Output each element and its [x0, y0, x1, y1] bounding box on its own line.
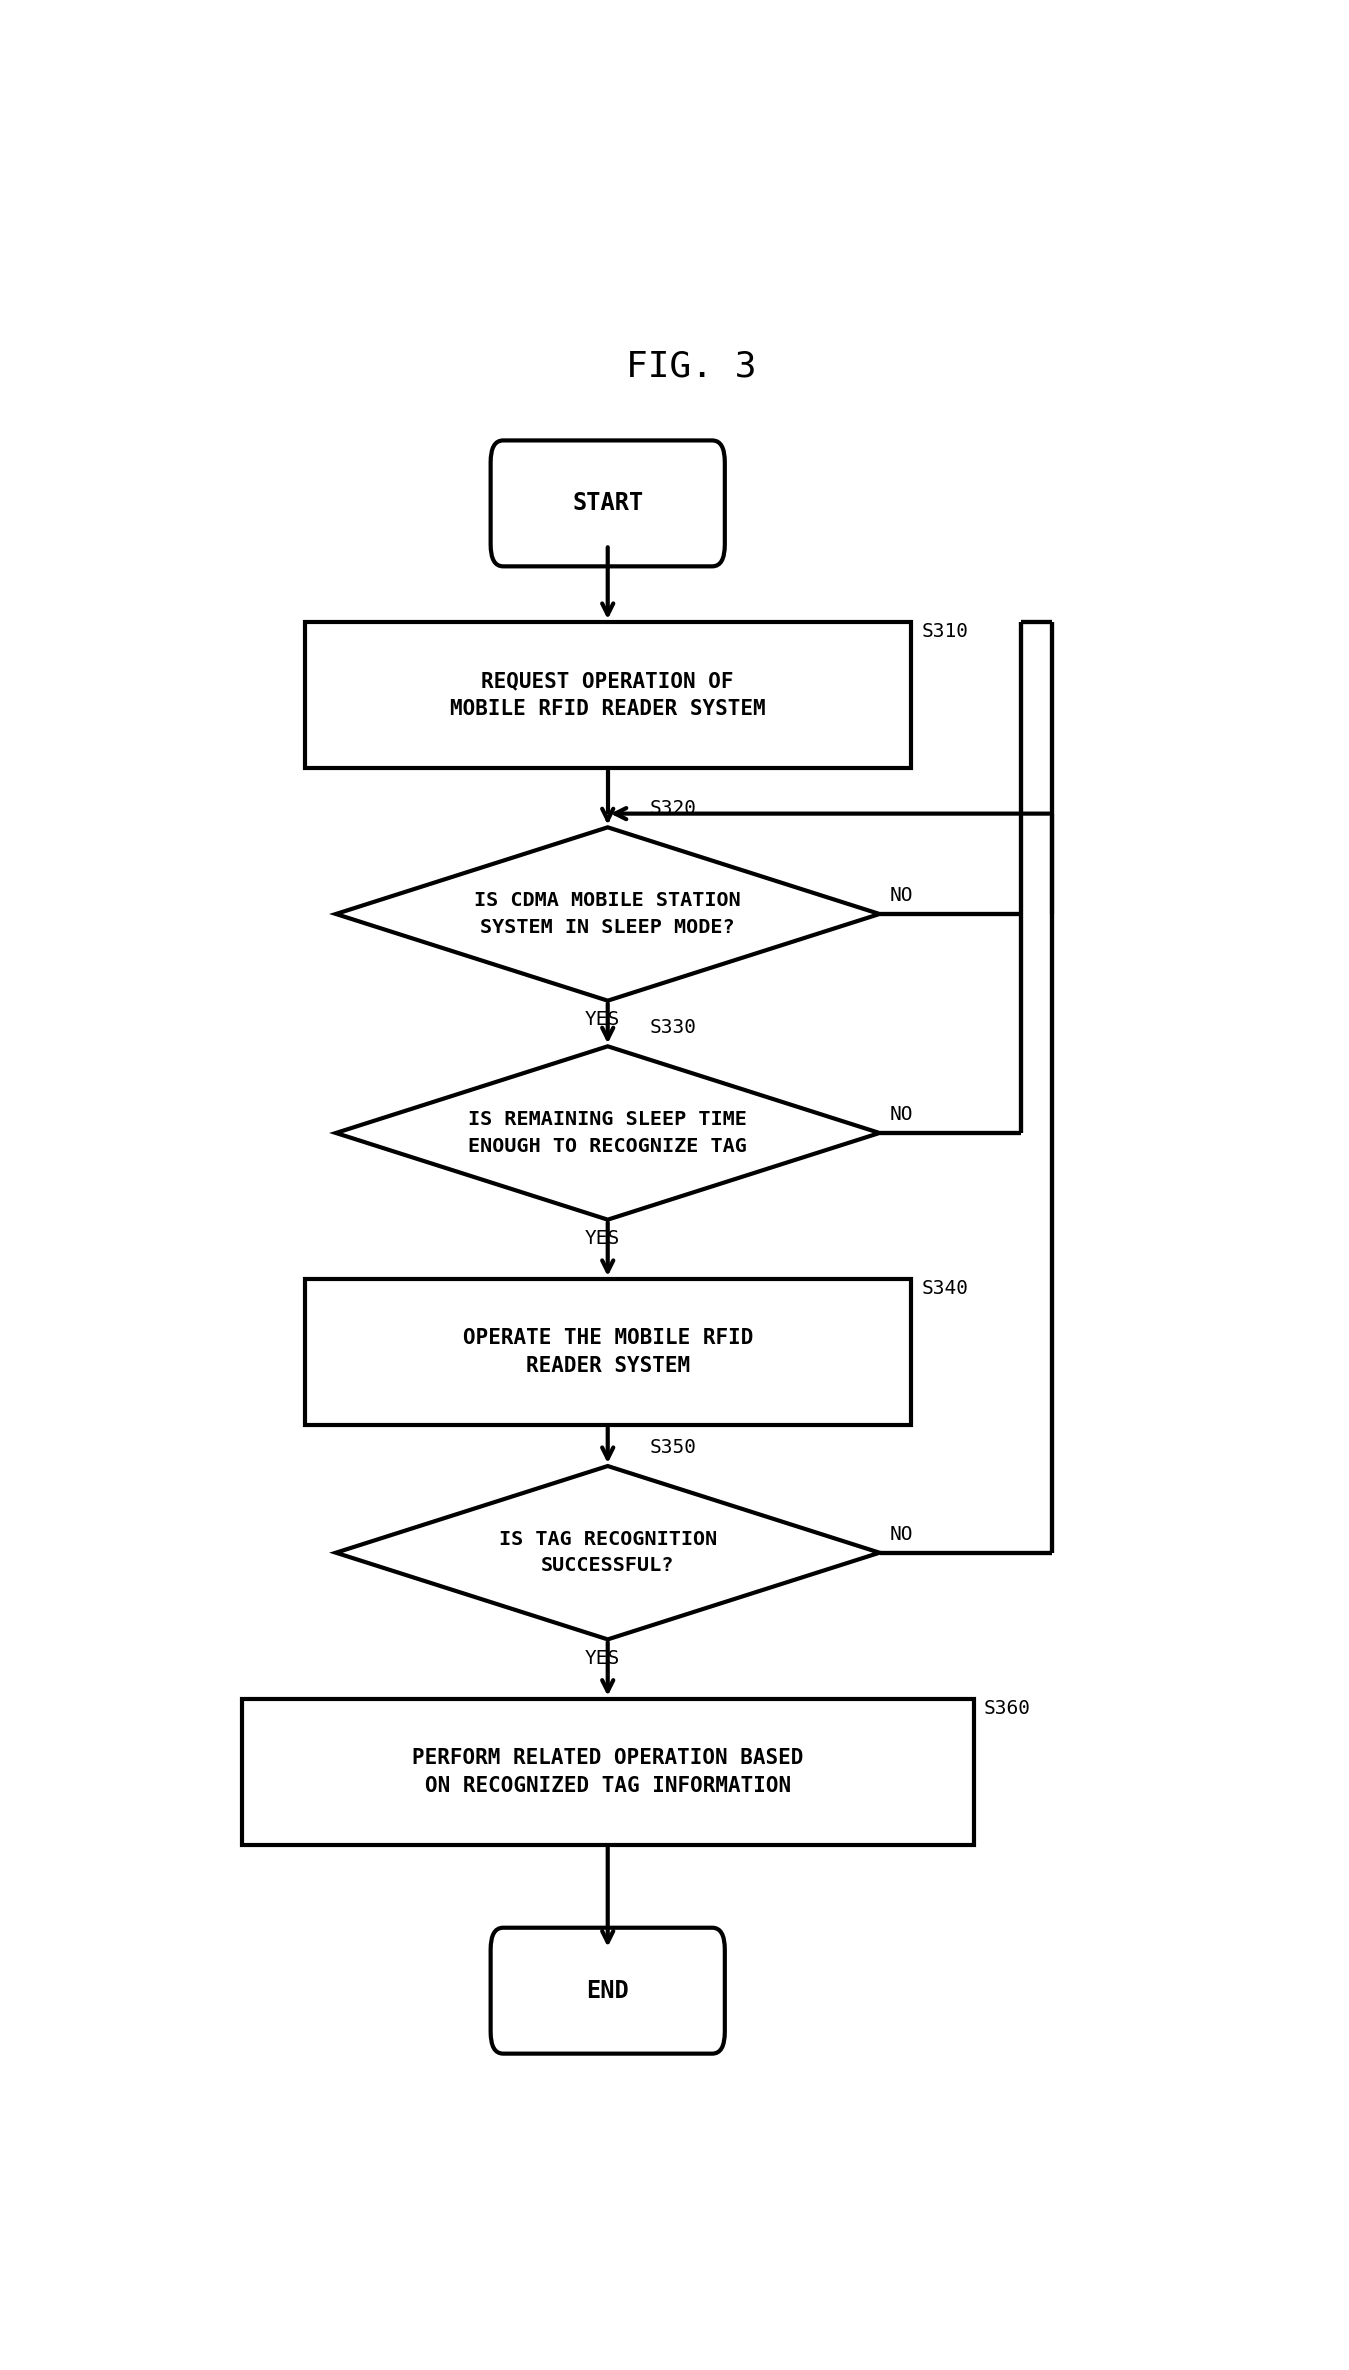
Text: S330: S330 — [650, 1019, 696, 1038]
Text: IS CDMA MOBILE STATION
SYSTEM IN SLEEP MODE?: IS CDMA MOBILE STATION SYSTEM IN SLEEP M… — [475, 891, 741, 936]
Bar — [305, 621, 911, 768]
Polygon shape — [336, 1045, 880, 1221]
Bar — [241, 1699, 974, 1844]
Text: NO: NO — [890, 1104, 913, 1123]
Text: YES: YES — [585, 1010, 621, 1029]
Text: NO: NO — [890, 886, 913, 905]
FancyBboxPatch shape — [491, 441, 724, 566]
Polygon shape — [336, 1467, 880, 1640]
Text: END: END — [587, 1979, 629, 2003]
Text: S310: S310 — [921, 621, 969, 640]
Bar — [305, 1280, 911, 1424]
Text: START: START — [572, 491, 643, 514]
Text: IS REMAINING SLEEP TIME
ENOUGH TO RECOGNIZE TAG: IS REMAINING SLEEP TIME ENOUGH TO RECOGN… — [468, 1109, 747, 1157]
FancyBboxPatch shape — [491, 1927, 724, 2055]
Text: YES: YES — [585, 1650, 621, 1668]
Text: PERFORM RELATED OPERATION BASED
ON RECOGNIZED TAG INFORMATION: PERFORM RELATED OPERATION BASED ON RECOG… — [411, 1747, 804, 1796]
Polygon shape — [336, 827, 880, 1000]
Text: REQUEST OPERATION OF
MOBILE RFID READER SYSTEM: REQUEST OPERATION OF MOBILE RFID READER … — [451, 671, 765, 718]
Text: S320: S320 — [650, 799, 696, 818]
Text: S350: S350 — [650, 1439, 696, 1458]
Text: S340: S340 — [921, 1280, 969, 1299]
Text: NO: NO — [890, 1524, 913, 1543]
Text: IS TAG RECOGNITION
SUCCESSFUL?: IS TAG RECOGNITION SUCCESSFUL? — [499, 1531, 716, 1576]
Text: YES: YES — [585, 1228, 621, 1247]
Text: S360: S360 — [985, 1699, 1031, 1718]
Text: FIG. 3: FIG. 3 — [626, 348, 757, 384]
Text: OPERATE THE MOBILE RFID
READER SYSTEM: OPERATE THE MOBILE RFID READER SYSTEM — [463, 1327, 753, 1377]
